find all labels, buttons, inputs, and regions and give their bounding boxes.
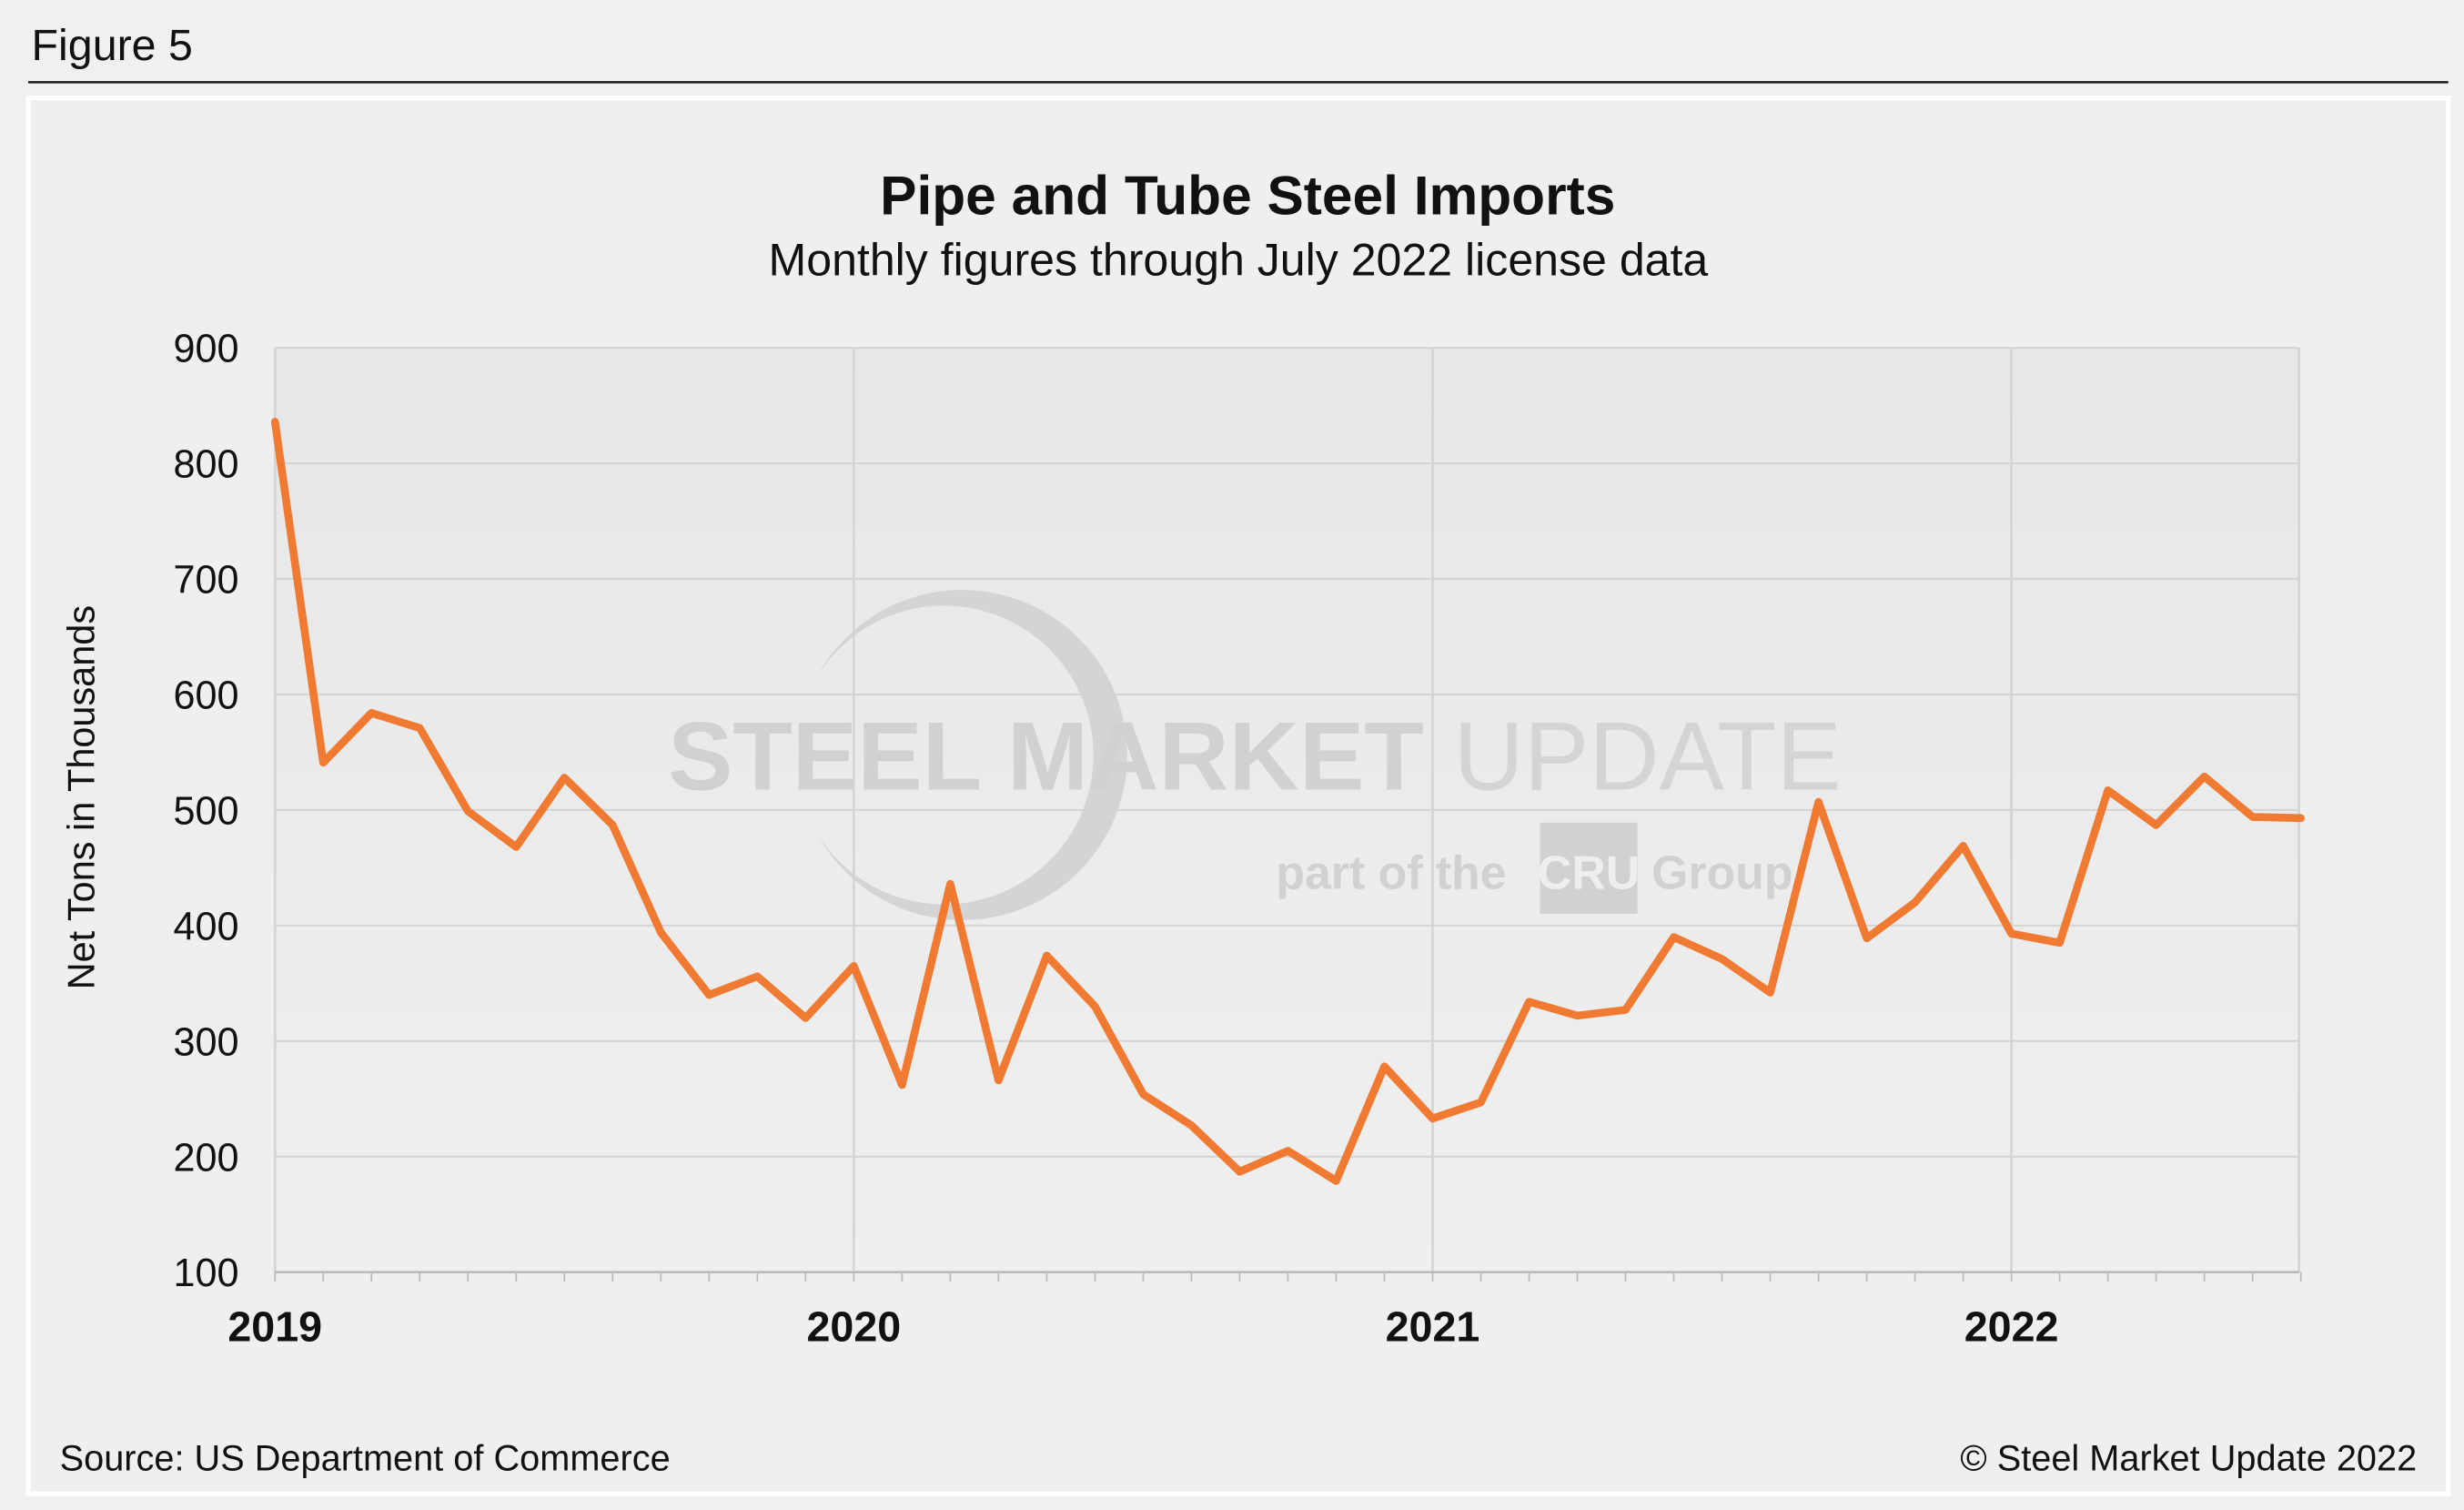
figure-label: Figure 5 [32, 21, 193, 70]
cru-logo-text: CRU [1538, 846, 1640, 898]
y-axis-ticks: 100 200 300 400 500 600 700 800 900 [173, 328, 238, 1296]
y-tick-label: 600 [173, 674, 238, 718]
y-tick-label: 300 [173, 1020, 238, 1064]
watermark-part-of: part of the [1276, 846, 1506, 898]
watermark-steel-market: STEEL MARKET [668, 701, 1424, 810]
watermark-update: UPDATE [1454, 701, 1842, 810]
x-tick-label: 2019 [227, 1303, 322, 1351]
y-axis-label: Net Tons in Thousands [60, 605, 103, 989]
y-tick-label: 500 [173, 789, 238, 833]
y-tick-label: 800 [173, 443, 238, 487]
x-tick-label: 2021 [1386, 1303, 1480, 1351]
watermark-group: Group [1651, 846, 1792, 898]
y-tick-label: 200 [173, 1136, 238, 1180]
series [270, 418, 2305, 1185]
watermark: STEEL MARKET UPDATE part of the CRU Grou… [668, 590, 1842, 920]
copyright-note: © Steel Market Update 2022 [1960, 1438, 2417, 1478]
x-tick-label: 2020 [806, 1303, 901, 1351]
source-note: Source: US Department of Commerce [60, 1438, 671, 1478]
gridlines [273, 347, 2302, 1282]
chart-subtitle: Monthly figures through July 2022 licens… [769, 235, 1709, 286]
x-axis-ticks: 2019 2020 2021 2022 [227, 1303, 2058, 1351]
y-tick-label: 400 [173, 905, 238, 948]
y-tick-label: 100 [173, 1252, 238, 1295]
x-tick-label: 2022 [1964, 1303, 2059, 1351]
y-tick-label: 900 [173, 328, 238, 371]
chart-title: Pipe and Tube Steel Imports [880, 164, 1615, 226]
cru-logo [1540, 822, 1638, 914]
y-tick-label: 700 [173, 559, 238, 603]
